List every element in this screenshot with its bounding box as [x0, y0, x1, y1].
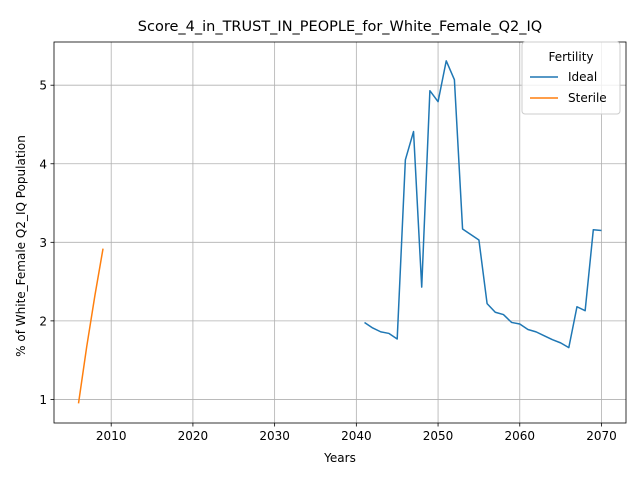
x-tick-label: 2030 — [259, 429, 290, 443]
x-tick-label: 2040 — [341, 429, 372, 443]
legend-title: Fertility — [548, 50, 593, 64]
x-tick-label: 2020 — [178, 429, 209, 443]
y-tick-label: 2 — [39, 314, 47, 328]
y-tick-label: 3 — [39, 236, 47, 250]
series-line-sterile — [77, 248, 104, 404]
series-line-ideal — [364, 60, 602, 349]
legend-label-sterile: Sterile — [568, 91, 607, 105]
x-tick-label: 2060 — [504, 429, 535, 443]
x-axis-label: Years — [323, 451, 356, 465]
x-tick-label: 2010 — [96, 429, 127, 443]
legend-label-ideal: Ideal — [568, 70, 597, 84]
y-tick-label: 4 — [39, 157, 47, 171]
chart-title: Score_4_in_TRUST_IN_PEOPLE_for_White_Fem… — [138, 19, 542, 35]
y-axis-label: % of White_Female Q2_IQ Population — [14, 135, 28, 357]
data-series — [77, 60, 602, 404]
y-tick-label: 1 — [39, 393, 47, 407]
x-tick-label: 2070 — [586, 429, 617, 443]
plot-area-frame — [53, 41, 627, 424]
legend: Fertility Ideal Sterile — [521, 41, 621, 115]
x-tick-label: 2050 — [423, 429, 454, 443]
grid-lines — [54, 42, 626, 423]
legend-box — [521, 41, 621, 115]
axes: 2010 2020 2030 2040 2050 2060 2070 1 2 3 4 5 — [39, 79, 616, 443]
y-tick-label: 5 — [39, 79, 47, 93]
